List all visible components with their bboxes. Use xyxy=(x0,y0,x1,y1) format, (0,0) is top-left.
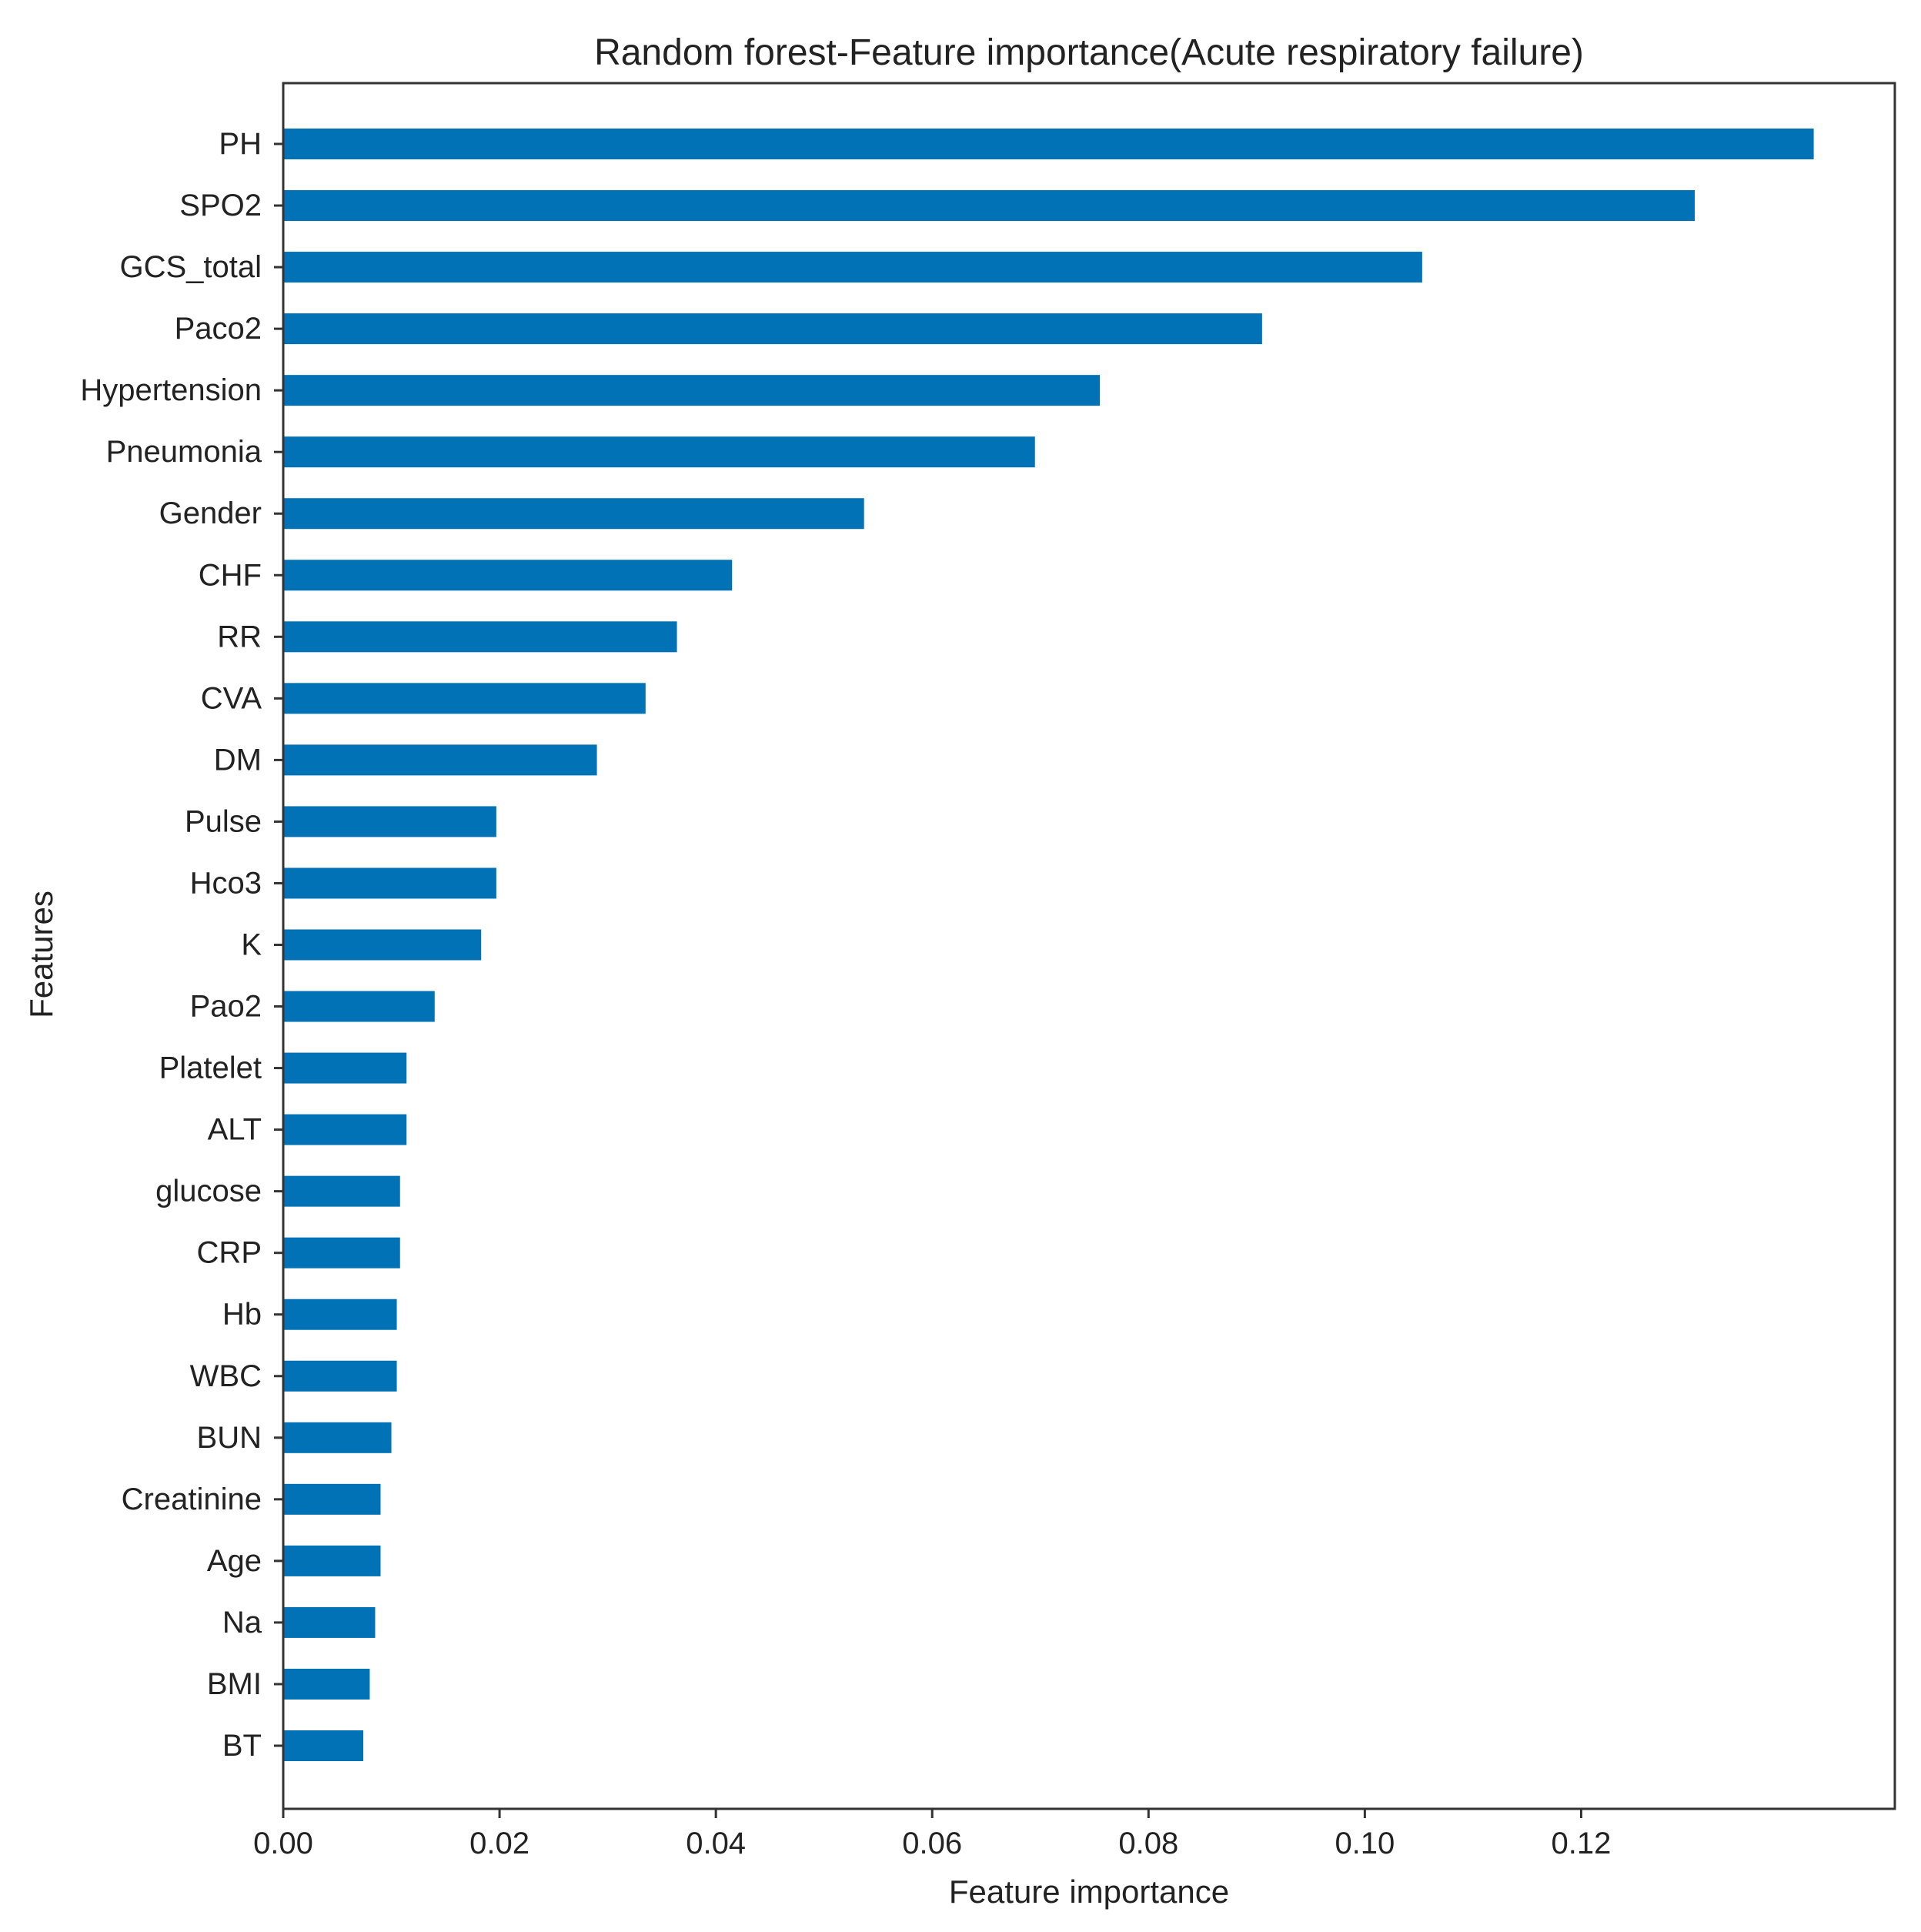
y-tick-label-rr: RR xyxy=(217,620,262,653)
bars-group xyxy=(283,129,1814,1761)
y-tick-label-gender: Gender xyxy=(159,496,262,530)
bar-ph xyxy=(283,129,1814,159)
bar-dm xyxy=(283,744,597,776)
y-tick-label-cva: CVA xyxy=(201,681,262,715)
y-axis-label: Features xyxy=(23,891,59,1018)
bar-gender xyxy=(283,498,864,530)
y-tick-label-alt: ALT xyxy=(208,1113,262,1147)
bar-bun xyxy=(283,1422,392,1453)
y-tick-label-bt: BT xyxy=(222,1729,262,1763)
y-tick-label-creatinine: Creatinine xyxy=(122,1482,262,1516)
bar-k xyxy=(283,929,482,961)
bar-rr xyxy=(283,621,677,653)
y-tick-label-hypertension: Hypertension xyxy=(80,373,262,407)
x-tick-label: 0.02 xyxy=(469,1827,530,1860)
y-tick-label-na: Na xyxy=(222,1606,262,1640)
x-tick-label: 0.06 xyxy=(902,1827,962,1860)
y-tick-label-gcs-total: GCS_total xyxy=(119,250,262,284)
bar-spo2 xyxy=(283,190,1695,222)
bar-hb xyxy=(283,1299,397,1330)
x-axis-label: Feature importance xyxy=(949,1874,1229,1910)
bar-na xyxy=(283,1606,376,1638)
chart-title: Random forest-Feature importance(Acute r… xyxy=(594,32,1584,73)
bar-glucose xyxy=(283,1175,400,1207)
bar-creatinine xyxy=(283,1483,381,1515)
bar-paco2 xyxy=(283,313,1262,345)
y-tick-label-pulse: Pulse xyxy=(185,804,262,838)
y-tick-label-paco2: Paco2 xyxy=(175,312,262,346)
bar-chf xyxy=(283,560,733,591)
bar-wbc xyxy=(283,1360,397,1392)
plot-frame xyxy=(282,82,1896,1810)
bar-cva xyxy=(283,683,646,714)
x-tick-label: 0.04 xyxy=(686,1827,746,1860)
bar-bmi xyxy=(283,1668,370,1700)
y-tick-label-ph: PH xyxy=(219,127,262,161)
y-tick-label-k: K xyxy=(241,928,262,962)
y-tick-label-bun: BUN xyxy=(197,1421,262,1455)
y-tick-label-crp: CRP xyxy=(197,1236,262,1270)
y-tick-label-wbc: WBC xyxy=(190,1359,262,1393)
bar-hco3 xyxy=(283,867,496,899)
y-tick-label-dm: DM xyxy=(214,743,262,777)
y-tick-label-platelet: Platelet xyxy=(159,1051,262,1085)
y-ticks-group: PH SPO2 GCS_total Paco2 Hypertension Pneumoni… xyxy=(80,127,283,1763)
bar-age xyxy=(283,1545,381,1576)
y-tick-label-chf: CHF xyxy=(199,558,262,592)
bar-pao2 xyxy=(283,991,435,1022)
y-tick-label-age: Age xyxy=(207,1544,262,1578)
bar-hypertension xyxy=(283,375,1101,406)
x-tick-label: 0.12 xyxy=(1552,1827,1612,1860)
bar-bt xyxy=(283,1730,363,1761)
y-tick-label-glucose: glucose xyxy=(155,1175,262,1208)
y-tick-label-hb: Hb xyxy=(222,1298,262,1332)
y-tick-label-hco3: Hco3 xyxy=(190,866,262,900)
bar-pneumonia xyxy=(283,436,1035,468)
y-tick-label-bmi: BMI xyxy=(207,1667,262,1701)
y-tick-label-spo2: SPO2 xyxy=(179,189,262,222)
x-tick-label: 0.10 xyxy=(1335,1827,1395,1860)
bar-alt xyxy=(283,1114,407,1145)
bar-gcs-total xyxy=(283,252,1422,283)
y-tick-label-pao2: Pao2 xyxy=(190,990,262,1024)
y-tick-label-pneumonia: Pneumonia xyxy=(106,435,262,469)
bar-platelet xyxy=(283,1052,407,1084)
bar-crp xyxy=(283,1237,400,1269)
x-ticks-group: 0.00 0.02 0.04 0.06 0.08 0.10 0.12 xyxy=(253,1809,1611,1860)
x-tick-label: 0.00 xyxy=(253,1827,313,1860)
x-tick-label: 0.08 xyxy=(1118,1827,1178,1860)
bar-pulse xyxy=(283,806,496,837)
